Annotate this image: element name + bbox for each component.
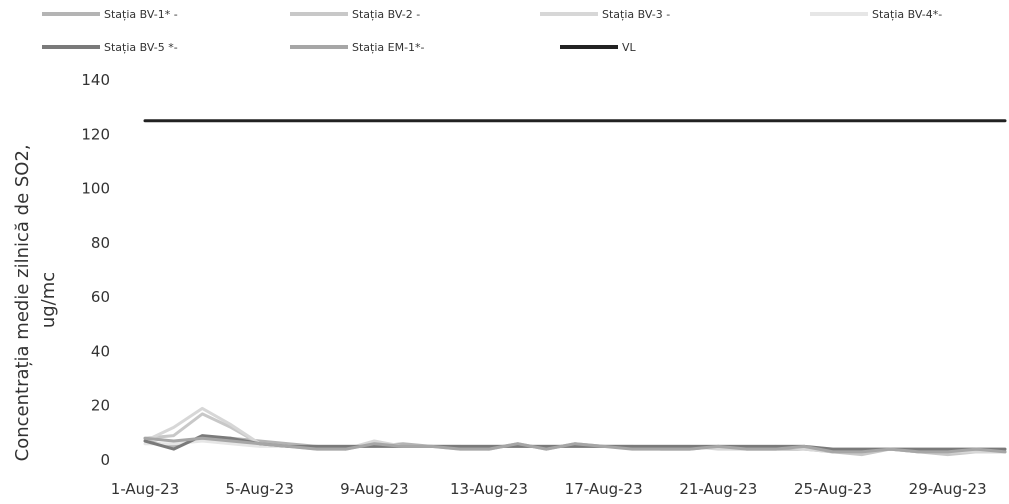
y-tick-label: 140	[81, 71, 110, 89]
y-tick-label: 0	[100, 451, 110, 469]
y-axis-title: Concentrația medie zilnică de SO2, ug/mc	[12, 139, 59, 462]
x-tick-label: 25-Aug-23	[794, 480, 872, 498]
x-tick-label: 13-Aug-23	[450, 480, 528, 498]
x-tick-label: 9-Aug-23	[340, 480, 408, 498]
legend-label: Stația BV-5 *-	[104, 41, 178, 54]
legend-label: Stația BV-2 -	[352, 8, 420, 21]
legend-label: Stația BV-4*-	[872, 8, 942, 21]
series-lines	[143, 119, 1007, 457]
y-tick-label: 60	[91, 288, 110, 306]
y-tick-label: 40	[91, 342, 110, 360]
y-axis-title-line-1: Concentrația medie zilnică de SO2,	[12, 144, 33, 461]
y-axis-ticks: 0 20 40 60 80 100 120 140	[81, 71, 110, 469]
legend-label: Stația EM-1*-	[352, 41, 425, 54]
svg-text:Concentrația medie zilnică de: Concentrația medie zilnică de SO2, ug/mc	[12, 139, 59, 462]
x-tick-label: 5-Aug-23	[225, 480, 293, 498]
legend-label: VL	[622, 41, 637, 54]
y-tick-label: 100	[81, 180, 110, 198]
x-tick-label: 17-Aug-23	[565, 480, 643, 498]
y-axis-title-line-2: ug/mc	[38, 272, 59, 328]
x-tick-label: 1-Aug-23	[111, 480, 179, 498]
legend-label: Stația BV-3 -	[602, 8, 670, 21]
x-tick-label: 29-Aug-23	[909, 480, 987, 498]
legend: Stația BV-1* - Stația BV-2 - Stația BV-3 -…	[42, 8, 942, 54]
series-line-5	[143, 436, 1007, 454]
legend-label: Stația BV-1* -	[104, 8, 178, 21]
y-tick-label: 120	[81, 125, 110, 143]
x-tick-label: 21-Aug-23	[679, 480, 757, 498]
y-tick-label: 20	[91, 397, 110, 415]
x-axis-ticks: 1-Aug-23 5-Aug-23 9-Aug-23 13-Aug-23 17-Aug-…	[111, 480, 987, 498]
y-tick-label: 80	[91, 234, 110, 252]
